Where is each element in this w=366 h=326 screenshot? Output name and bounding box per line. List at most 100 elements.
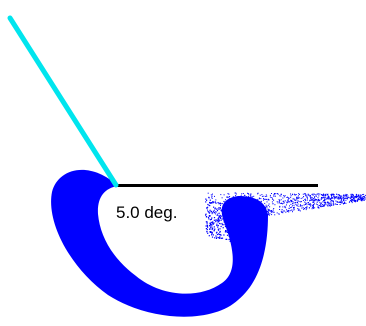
droplet	[231, 205, 233, 207]
droplet	[274, 214, 276, 216]
droplet	[332, 197, 334, 199]
droplet	[260, 213, 262, 215]
droplet	[268, 199, 270, 201]
droplet	[226, 204, 228, 206]
droplet	[266, 205, 268, 207]
droplet	[318, 207, 320, 209]
droplet	[305, 209, 307, 211]
droplet	[220, 225, 222, 228]
droplet	[230, 240, 232, 242]
droplet	[236, 201, 238, 203]
droplet	[248, 197, 250, 199]
droplet	[287, 201, 289, 203]
droplet	[258, 198, 260, 200]
droplet	[217, 220, 219, 222]
droplet	[352, 194, 354, 196]
droplet	[302, 207, 304, 209]
droplet	[253, 201, 255, 203]
droplet	[312, 207, 314, 209]
droplet	[238, 196, 239, 197]
droplet	[226, 215, 228, 217]
droplet	[335, 200, 337, 202]
droplet	[207, 226, 209, 228]
droplet	[207, 216, 210, 218]
droplet	[313, 199, 315, 201]
droplet	[290, 199, 292, 201]
droplet	[269, 213, 271, 215]
droplet	[280, 210, 282, 212]
droplet	[257, 244, 259, 246]
droplet	[242, 227, 244, 229]
droplet	[252, 244, 254, 246]
droplet	[249, 226, 251, 228]
droplet	[285, 207, 287, 209]
droplet	[216, 210, 219, 212]
droplet	[238, 209, 240, 212]
droplet	[326, 204, 328, 206]
droplet	[360, 197, 362, 199]
droplet	[283, 210, 285, 212]
droplet	[228, 229, 230, 231]
droplet	[245, 227, 247, 229]
droplet	[233, 210, 236, 213]
droplet	[248, 212, 249, 214]
droplet	[322, 204, 324, 206]
droplet	[220, 237, 223, 239]
droplet	[245, 207, 247, 209]
droplet	[257, 198, 259, 200]
droplet	[290, 195, 292, 197]
droplet	[302, 197, 304, 199]
droplet	[241, 215, 243, 217]
droplet	[290, 207, 292, 209]
droplet	[252, 225, 254, 227]
droplet	[358, 195, 360, 197]
droplet	[253, 215, 255, 218]
droplet	[209, 223, 212, 226]
droplet	[282, 212, 284, 214]
droplet	[217, 224, 219, 227]
droplet	[256, 209, 258, 211]
droplet	[217, 221, 219, 223]
droplet	[333, 202, 334, 204]
droplet	[252, 200, 254, 202]
droplet	[337, 195, 339, 197]
droplet	[243, 235, 246, 237]
droplet	[216, 233, 219, 236]
droplet	[294, 194, 296, 196]
droplet	[215, 202, 217, 204]
droplet	[271, 193, 272, 194]
droplet	[241, 211, 242, 213]
droplet	[292, 198, 294, 200]
droplet	[253, 242, 255, 244]
droplet	[211, 231, 213, 234]
droplet	[364, 198, 366, 200]
droplet	[240, 220, 242, 222]
droplet	[350, 199, 352, 201]
droplet	[259, 238, 261, 240]
droplet	[257, 245, 259, 247]
droplet	[293, 207, 294, 208]
droplet	[290, 193, 291, 195]
droplet	[226, 219, 228, 221]
droplet	[330, 204, 332, 206]
droplet	[254, 217, 256, 219]
droplet	[206, 221, 208, 223]
droplet	[257, 219, 259, 221]
droplet	[327, 194, 328, 195]
droplet	[270, 210, 272, 212]
droplet	[265, 215, 267, 217]
droplet	[315, 203, 317, 205]
droplet	[232, 214, 234, 216]
droplet	[268, 213, 270, 215]
droplet	[345, 198, 347, 199]
droplet	[214, 237, 216, 239]
droplet	[355, 200, 356, 201]
droplet	[230, 239, 232, 241]
droplet	[240, 213, 242, 215]
droplet	[311, 206, 313, 208]
droplet	[362, 197, 364, 199]
droplet	[228, 238, 230, 241]
droplet	[239, 213, 241, 215]
droplet	[267, 214, 269, 216]
droplet	[213, 219, 215, 221]
